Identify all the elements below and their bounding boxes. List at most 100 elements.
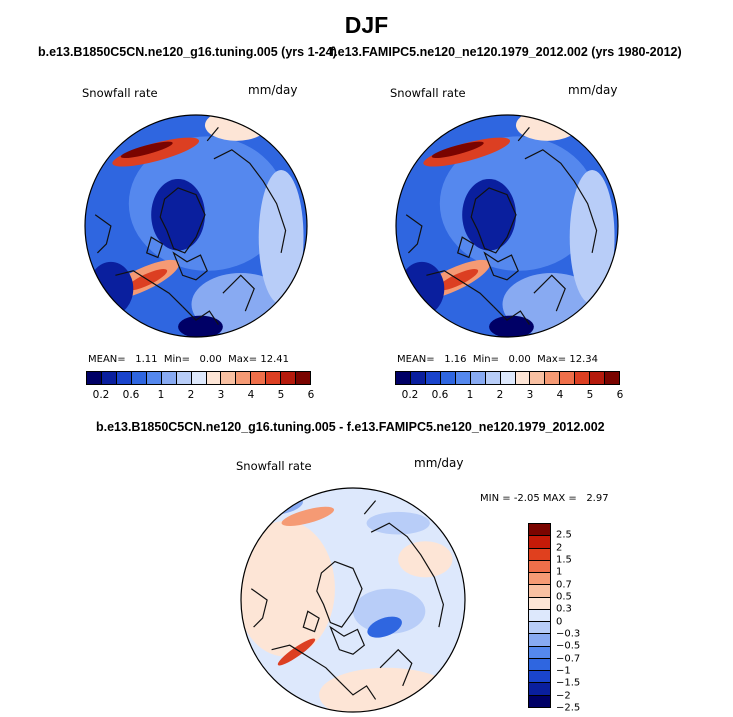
coastline	[470, 187, 517, 254]
colorbar-tick-label: 2.5	[556, 529, 572, 541]
colorbar-cell	[560, 372, 576, 384]
colorbar-cell	[529, 634, 550, 647]
right-panel-stats: MEAN= 1.16 Min= 0.00 Max= 12.34	[397, 354, 598, 365]
left-min-value: 0.00	[199, 354, 222, 365]
colorbar-cell	[410, 372, 426, 384]
coastline	[456, 236, 475, 259]
north-sea-field	[178, 315, 223, 337]
map-border	[84, 114, 308, 338]
left-mean-value: 1.11	[135, 354, 158, 365]
diff-north-field	[366, 511, 430, 535]
coastline	[316, 560, 363, 628]
right-min-value: 0.00	[508, 354, 531, 365]
diff-east-field	[398, 541, 453, 578]
coastline	[271, 644, 340, 682]
greenland-interior-field	[151, 178, 205, 251]
colorbar-cell	[146, 372, 162, 384]
coastline	[115, 270, 184, 308]
coastline	[302, 610, 320, 633]
colorbar-cell	[485, 372, 501, 384]
coastline	[222, 274, 255, 312]
colorbar-cell	[529, 548, 550, 561]
left-max-value: 12.41	[260, 354, 290, 365]
colorbar-tick-label: −0.5	[556, 640, 581, 652]
colorbar-tick-label: −1	[556, 665, 571, 677]
left-panel-units-label: mm/day	[248, 83, 298, 97]
colorbar-cell	[500, 372, 516, 384]
colorbar-tick-label: 4	[556, 389, 564, 401]
colorbar-tick-label: 6	[616, 389, 624, 401]
coastline	[213, 149, 287, 254]
diff-pacific-max	[281, 506, 335, 526]
coastline	[159, 187, 206, 254]
map-border	[395, 114, 619, 338]
coastline	[524, 149, 598, 254]
colorbar-cell	[236, 372, 252, 384]
colorbar-cell	[529, 597, 550, 610]
colorbar-tick-label: 6	[307, 389, 315, 401]
colorbar-tick-label: 0.2	[92, 389, 110, 401]
colorbar-tick-label: 1.5	[556, 554, 572, 566]
coastline	[145, 236, 164, 259]
coastline	[493, 306, 530, 325]
diff-colorbar	[528, 523, 551, 708]
colorbar-cell	[131, 372, 147, 384]
coastline	[172, 251, 208, 281]
colorbar-cell	[87, 372, 102, 384]
colorbar-cell	[455, 372, 471, 384]
map-border	[240, 487, 466, 713]
colorbar-tick-label: −2.5	[556, 702, 581, 714]
diff-colorbar-ticks: 2.5 2 1.5 1 0.7 0.5 0.3 0 −0.3 −0.5 −0.7 −1 −1.5 −2 −2…	[556, 523, 596, 714]
colorbar-tick-label: 0.6	[122, 389, 140, 401]
colorbar-cell	[251, 372, 267, 384]
coastline	[206, 127, 219, 142]
diff-panel-units-label: mm/day	[414, 456, 464, 470]
left-panel-map	[84, 114, 308, 338]
colorbar-cell	[221, 372, 237, 384]
coastline	[338, 680, 377, 700]
labrador-field	[88, 261, 134, 316]
colorbar-tick-label: 0.2	[401, 389, 419, 401]
colorbar-cell	[575, 372, 591, 384]
colorbar-tick-label: 2	[496, 389, 504, 401]
colorbar-cell	[529, 573, 550, 586]
right-mean-value: 1.16	[444, 354, 467, 365]
colorbar-tick-label: 2	[556, 542, 563, 554]
coastline	[363, 500, 377, 515]
colorbar-tick-label: 3	[526, 389, 534, 401]
colorbar-cell	[470, 372, 486, 384]
diff-max-value: 2.97	[586, 493, 609, 504]
pacific-storm-max	[120, 141, 173, 159]
diff-max-label: MAX =	[542, 493, 577, 504]
siberia-field	[258, 170, 304, 305]
diff-min-value: -2.05	[513, 493, 540, 504]
coastline	[379, 648, 413, 687]
colorbar-tick-label: 4	[247, 389, 255, 401]
coastline	[250, 588, 268, 628]
right-max-label: Max=	[537, 354, 567, 365]
colorbar-tick-label: 5	[586, 389, 594, 401]
colorbar-tick-label: 0.6	[431, 389, 449, 401]
pacific-storm-max	[431, 141, 484, 159]
diff-west-field	[241, 520, 335, 657]
left-panel-variable-label: Snowfall rate	[82, 86, 158, 100]
siberia-field	[569, 170, 615, 305]
colorbar-tick-label: 0.3	[556, 603, 572, 615]
colorbar-tick-label: 1	[466, 389, 474, 401]
left-mean-label: MEAN=	[88, 354, 126, 365]
colorbar-tick-label: −0.3	[556, 628, 581, 640]
colorbar-cell	[425, 372, 441, 384]
coastline	[517, 127, 530, 142]
colorbar-cell	[396, 372, 411, 384]
colorbar-cell	[529, 622, 550, 635]
pacific-storm-track	[112, 137, 200, 167]
labrador-field	[399, 261, 445, 316]
colorbar-tick-label: 3	[217, 389, 225, 401]
coastline	[405, 214, 423, 254]
colorbar-tick-label: 0.7	[556, 579, 572, 591]
colorbar-cell	[161, 372, 177, 384]
left-panel-stats: MEAN= 1.11 Min= 0.00 Max= 12.41	[88, 354, 289, 365]
left-max-label: Max=	[228, 354, 258, 365]
right-panel-map	[395, 114, 619, 338]
right-min-label: Min=	[472, 354, 499, 365]
